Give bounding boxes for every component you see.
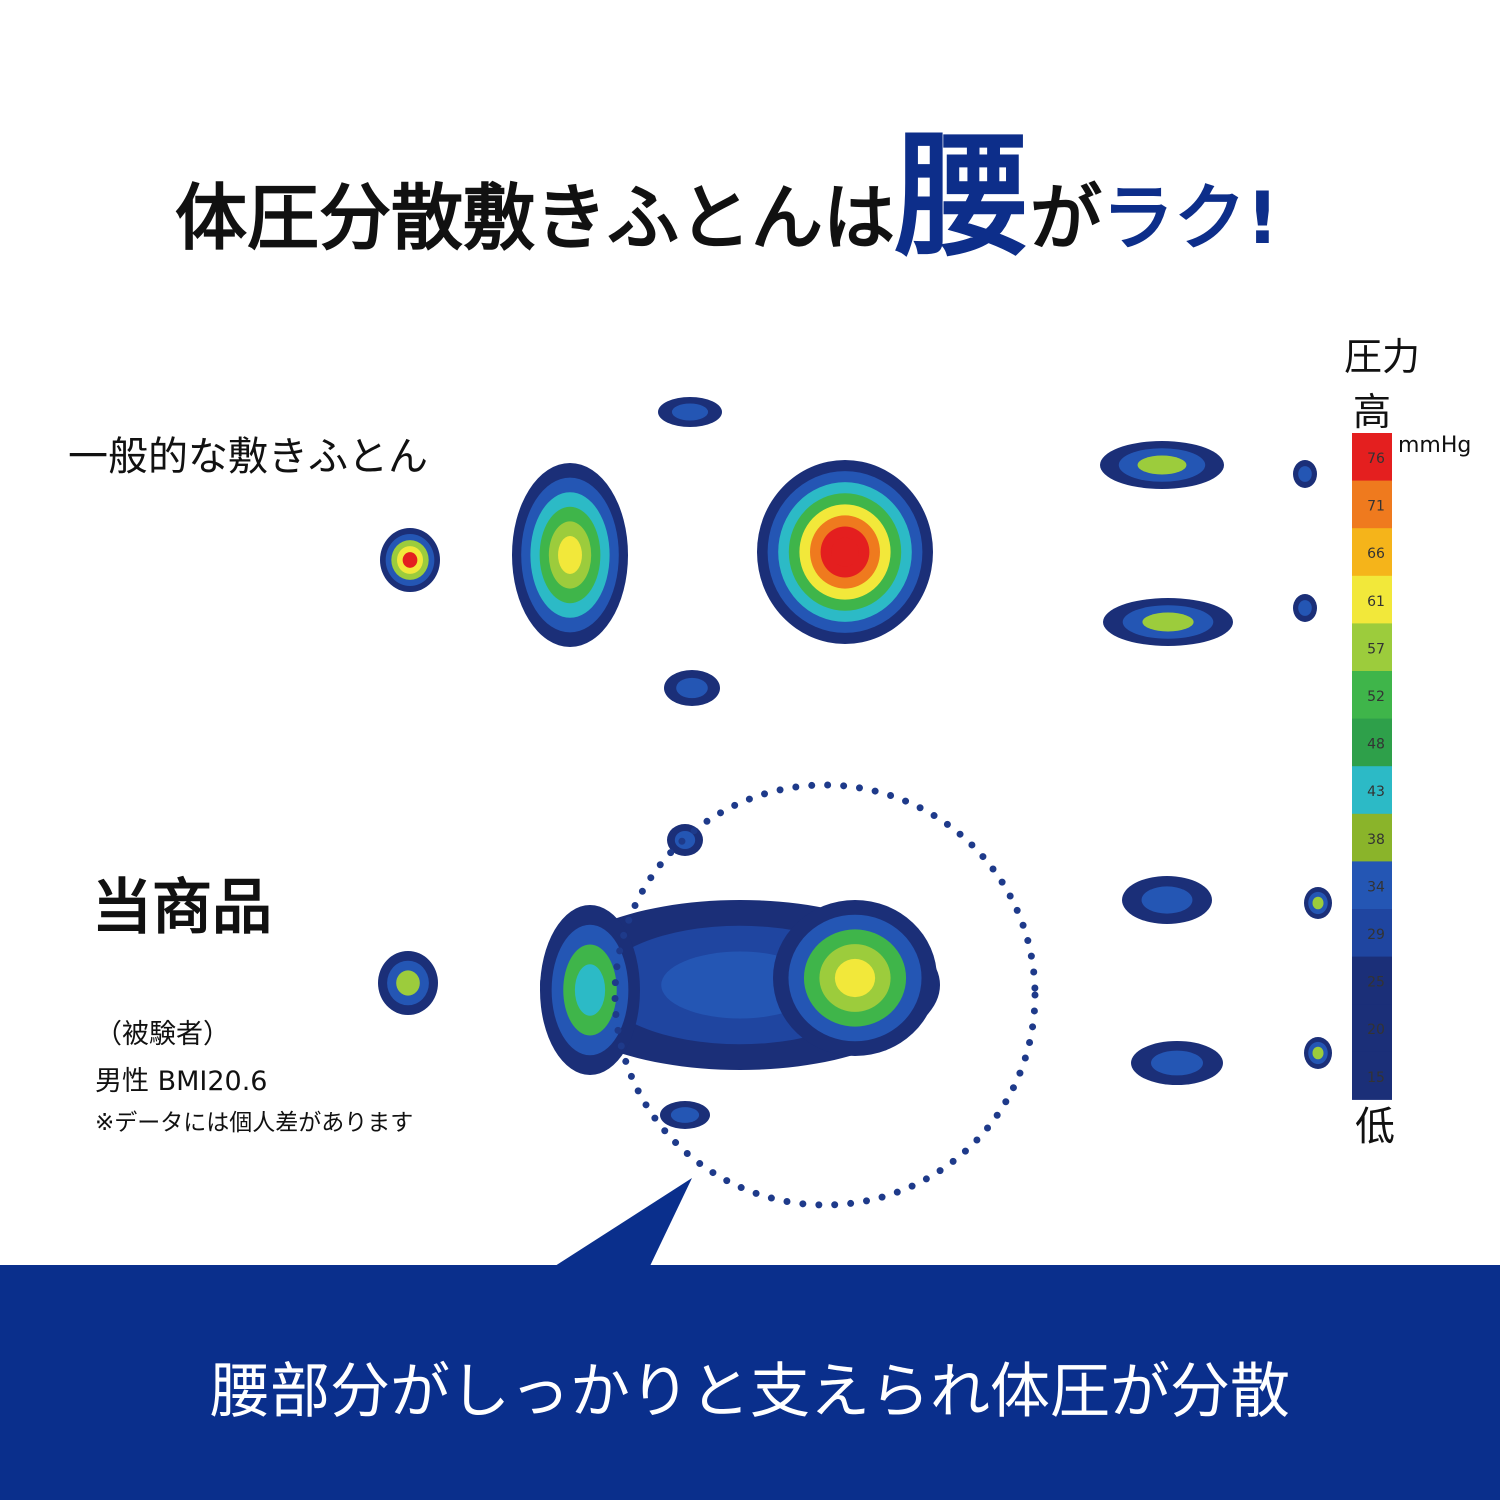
legend-band <box>1352 480 1392 529</box>
pressure-region <box>396 970 420 996</box>
legend-tick: 48 <box>1367 737 1385 753</box>
pressure-region <box>1151 1050 1203 1076</box>
note: ※データには個人差があります <box>95 1110 413 1136</box>
legend-band <box>1352 766 1392 815</box>
legend-tick: 20 <box>1367 1022 1385 1038</box>
title: 体圧分散敷きふとんは腰がラク! <box>175 118 1279 275</box>
pressure-region <box>1312 896 1324 910</box>
legend-unit: mmHg <box>1398 433 1471 458</box>
pressure-region <box>1298 466 1312 482</box>
pressure-region <box>1137 455 1187 475</box>
legend-tick: 52 <box>1367 689 1385 705</box>
legend-band <box>1352 813 1392 862</box>
legend-tick: 25 <box>1367 975 1385 991</box>
legend-band <box>1352 956 1392 1005</box>
pressure-region <box>834 958 876 998</box>
legend-tick: 71 <box>1367 499 1385 515</box>
pressure-region <box>1141 886 1193 914</box>
banner <box>0 1265 1500 1500</box>
pressure-region <box>1142 612 1194 632</box>
title-text: が <box>1030 176 1102 260</box>
legend-band <box>1352 1004 1392 1053</box>
pressure-region <box>676 677 708 699</box>
panel-label: 当商品 <box>92 873 272 943</box>
legend-tick: 38 <box>1367 832 1385 848</box>
legend-tick: 34 <box>1367 879 1385 895</box>
legend-band <box>1352 1051 1392 1100</box>
legend-tick: 29 <box>1367 927 1385 943</box>
title-emphasis: 腰 <box>894 118 1030 275</box>
title-text: 体圧分散敷きふとんは <box>175 176 895 260</box>
pressure-region <box>558 536 582 574</box>
legend-low: 低 <box>1355 1104 1395 1150</box>
pressure-region <box>574 964 606 1016</box>
note: 男性 BMI20.6 <box>95 1066 267 1097</box>
legend-band <box>1352 433 1392 482</box>
title-emphasis: ラク! <box>1102 176 1279 260</box>
banner-text: 腰部分がしっかりと支えられ体圧が分散 <box>210 1357 1290 1427</box>
pressure-region <box>1312 1046 1324 1060</box>
legend-tick: 57 <box>1367 641 1385 657</box>
note: （被験者） <box>95 1019 230 1050</box>
pressure-maps <box>378 397 1332 1129</box>
legend-band <box>1352 528 1392 577</box>
legend-tick: 43 <box>1367 784 1385 800</box>
legend-band <box>1352 575 1392 624</box>
pressure-region <box>402 552 418 568</box>
legend-tick: 61 <box>1367 594 1385 610</box>
pressure-region <box>670 1107 700 1123</box>
legend-band <box>1352 909 1392 958</box>
pressure-region <box>831 537 859 567</box>
panel-label: 一般的な敷きふとん <box>68 434 428 480</box>
pressure-region <box>671 403 709 421</box>
focus-circle <box>611 781 1039 1209</box>
legend-tick: 66 <box>1367 546 1385 562</box>
legend-band <box>1352 671 1392 720</box>
legend-tick: 15 <box>1367 1070 1385 1086</box>
legend-band <box>1352 623 1392 672</box>
banner-pointer <box>555 1178 692 1266</box>
legend-band <box>1352 718 1392 767</box>
legend-high: 高 <box>1353 390 1391 434</box>
legend-tick: 76 <box>1367 451 1385 467</box>
legend-band <box>1352 861 1392 910</box>
legend: 76 71 66 61 57 52 48 43 38 34 29 25 20 15 <box>1352 433 1392 1100</box>
legend-title: 圧力 <box>1344 335 1420 379</box>
pressure-region <box>1298 600 1312 616</box>
